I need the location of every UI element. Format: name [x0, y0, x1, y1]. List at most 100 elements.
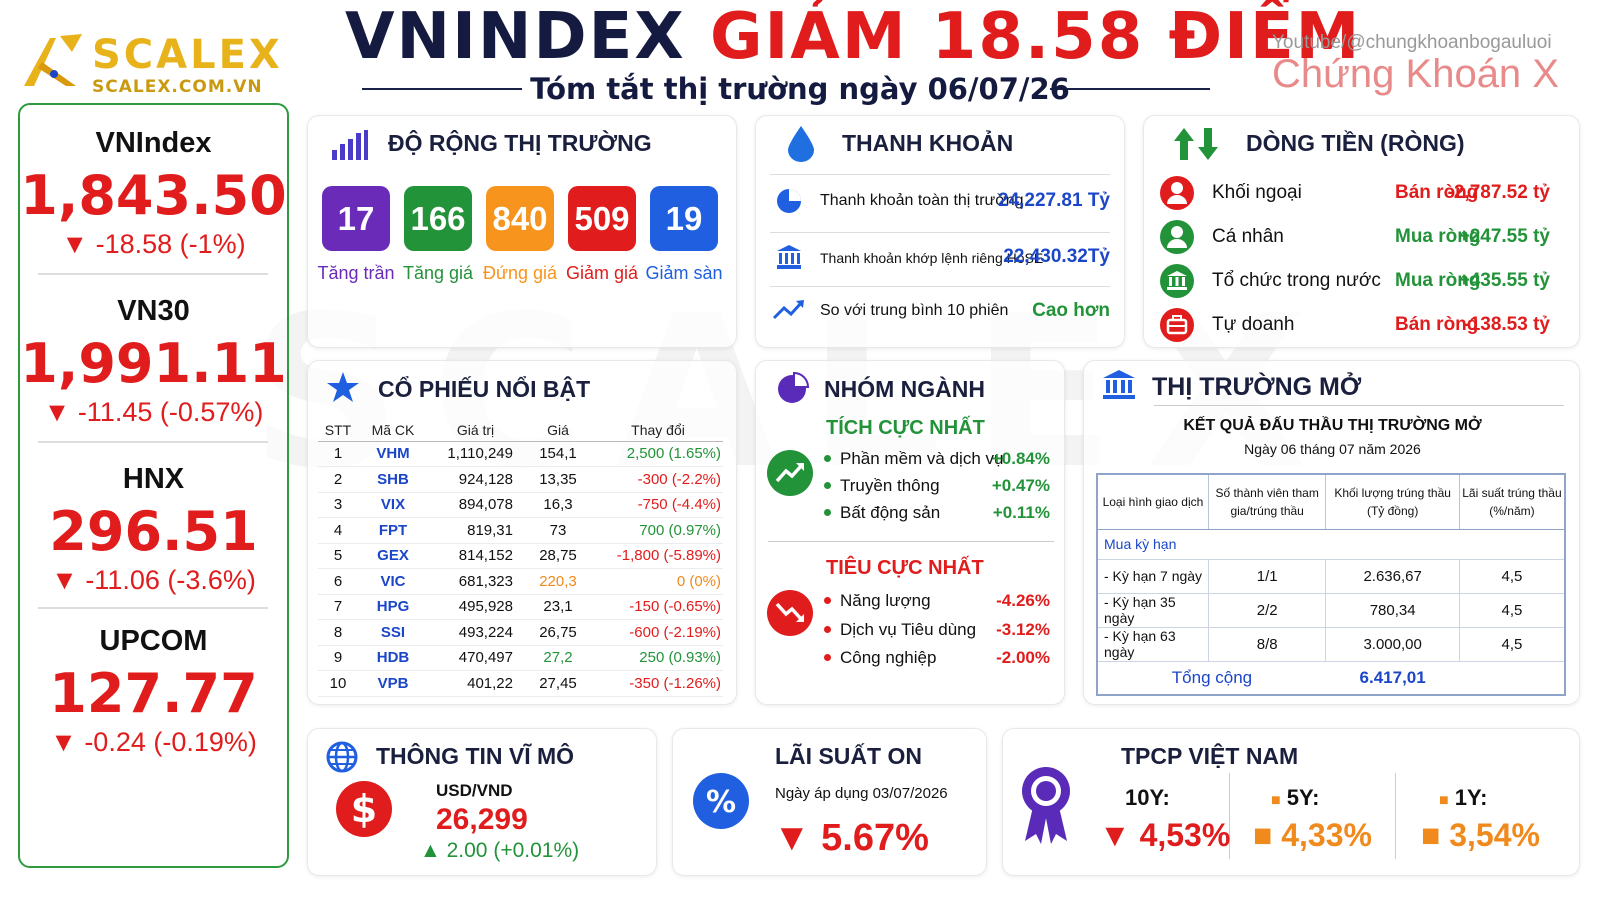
cell-value: 1,110,249: [428, 441, 523, 467]
index-change: ▼ -0.24 (-0.19%): [50, 727, 257, 757]
cell-price: 23,1: [523, 594, 593, 620]
bullet-dot: [824, 626, 831, 633]
floor-label: Giảm sàn: [645, 263, 723, 283]
bond-yield-10y: ▼ 4,53%: [1099, 817, 1231, 853]
decline-count: 509: [568, 186, 636, 251]
ceiling-count: 17: [322, 186, 390, 251]
bullet-dot: [824, 509, 831, 516]
auction-result-title: KẾT QUẢ ĐẤU THẦU THỊ TRƯỜNG MỞ: [1183, 417, 1482, 434]
brand-name: Chứng Khoán X: [1272, 52, 1559, 96]
sector-change: +0.84%: [991, 449, 1050, 468]
water-drop-icon: [788, 126, 814, 162]
table-row: 10 VPB 401,22 27,45 -350 (-1.26%): [318, 670, 723, 697]
sector-item: Dịch vụ Tiêu dùng -3.12%: [824, 618, 1050, 646]
unchanged-count: 840: [486, 186, 554, 251]
scalex-logo: SCALEX SCALEX.COM.VN: [20, 30, 290, 97]
table-row: 6 VIC 681,323 220,3 0 (0%): [318, 568, 723, 595]
svg-text:%: %: [706, 785, 736, 820]
positive-sectors-title: TÍCH CỰC NHẤT: [826, 417, 985, 439]
award-ribbon-icon: [1022, 767, 1070, 844]
cell-stt: 1: [318, 441, 358, 467]
sector-change: -3.12%: [996, 620, 1050, 639]
user-icon: [1160, 220, 1194, 254]
cell-change: -150 (-0.65%): [593, 594, 723, 620]
table-row: 3 VIX 894,078 16,3 -750 (-4.4%): [318, 492, 723, 518]
cell-change: -350 (-1.26%): [593, 670, 723, 697]
cell-value: 493,224: [428, 619, 523, 646]
on-rate-date: Ngày áp dụng 03/07/2026: [775, 785, 948, 802]
sector-name: Truyền thông: [840, 476, 940, 495]
index-value: 296.51: [49, 500, 258, 563]
trend-up-icon: [772, 300, 804, 320]
index-value: 1,991.11: [20, 332, 287, 395]
index-value: 127.77: [49, 662, 258, 725]
cell-type: - Kỳ hạn 7 ngày: [1097, 559, 1209, 594]
flow-action: Bán ròng: [1395, 182, 1479, 203]
title-change: GIẢM 18.58 ĐIỂM: [709, 0, 1362, 74]
advance-label: Tăng giá: [402, 263, 474, 283]
globe-icon: [326, 741, 358, 773]
bank-icon: [1160, 264, 1194, 298]
col-members: Số thành viên tham gia/trúng thầu: [1208, 474, 1327, 530]
person-icon: [1160, 176, 1194, 210]
briefcase-icon: [1160, 308, 1194, 342]
cell-code: HDB: [358, 645, 428, 671]
currency-pair: USD/VND: [436, 781, 513, 800]
cell-change: 250 (0.93%): [593, 645, 723, 671]
subtitle-line-right: [1050, 88, 1210, 90]
cell-volume: 2.636,67: [1325, 559, 1460, 594]
cell-volume: 3.000,00: [1325, 627, 1460, 662]
flow-title: DÒNG TIỀN (RÒNG): [1246, 130, 1465, 156]
cell-stt: 4: [318, 517, 358, 544]
on-rate-title: LÃI SUẤT ON: [775, 743, 922, 769]
cell-stt: 2: [318, 466, 358, 493]
percent-icon: %: [693, 773, 749, 829]
table-row: 7 HPG 495,928 23,1 -150 (-0.65%): [318, 594, 723, 620]
square-marker-icon: ■: [1271, 792, 1281, 809]
table-row: 5 GEX 814,152 28,75 -1,800 (-5.89%): [318, 543, 723, 569]
flow-name: Cá nhân: [1212, 226, 1284, 247]
sector-change: -2.00%: [996, 648, 1050, 667]
sector-name: Bất động sản: [840, 503, 941, 522]
flow-action: Mua ròng: [1395, 226, 1481, 247]
index-name: VNIndex: [95, 127, 212, 159]
sector-item: Phần mềm và dịch vụ +0.84%: [824, 447, 1050, 475]
cell-code: SSI: [358, 619, 428, 646]
square-marker-icon: ■: [1439, 792, 1449, 809]
cell-stt: 6: [318, 568, 358, 595]
table-row: - Kỳ hạn 35 ngày 2/2 780,34 4,5: [1097, 593, 1566, 628]
index-name: HNX: [122, 463, 185, 495]
cell-value: 401,22: [428, 670, 523, 697]
table-row: 8 SSI 493,224 26,75 -600 (-2.19%): [318, 619, 723, 646]
ceiling-label: Tăng trần: [317, 263, 395, 283]
cell-stt: 7: [318, 594, 358, 620]
cell-type: - Kỳ hạn 63 ngày: [1097, 627, 1209, 662]
dollar-icon: $: [336, 781, 392, 837]
cell-stt: 8: [318, 619, 358, 646]
cell-change: -600 (-2.19%): [593, 619, 723, 646]
pie-chart-icon: [778, 371, 810, 403]
bullet-dot: [824, 654, 831, 661]
open-market-title: THỊ TRƯỜNG MỞ: [1152, 373, 1362, 401]
cell-code: HPG: [358, 594, 428, 620]
scalex-logo-icon: [24, 34, 82, 86]
star-icon: [327, 372, 359, 402]
decline-label: Giảm giá: [565, 263, 639, 283]
cell-change: -750 (-4.4%): [593, 492, 723, 518]
flow-action: Mua ròng: [1395, 270, 1481, 291]
macro-title: THÔNG TIN VĨ MÔ: [376, 743, 575, 769]
index-change: ▼ -11.06 (-3.6%): [51, 565, 256, 595]
logo-url: SCALEX.COM.VN: [92, 77, 263, 97]
bond-term-label: 1Y:: [1454, 785, 1488, 810]
divider: [768, 541, 1054, 542]
sector-item: Năng lượng -4.26%: [824, 589, 1050, 617]
table-row: - Kỳ hạn 7 ngày 1/1 2.636,67 4,5: [1097, 559, 1566, 594]
table-header-row: Loại hình giao dịch Số thành viên tham g…: [1097, 474, 1566, 530]
on-rate-value: ▼ 5.67%: [773, 817, 929, 859]
divider: [38, 607, 268, 609]
page-subtitle: Tóm tắt thị trường ngày 06/07/26: [530, 72, 1070, 106]
logo-name: SCALEX: [92, 32, 283, 78]
bond-yield-5y: ■ 4,33%: [1253, 817, 1372, 853]
sector-name: Công nghiệp: [840, 648, 937, 667]
cell-value: 495,928: [428, 594, 523, 620]
